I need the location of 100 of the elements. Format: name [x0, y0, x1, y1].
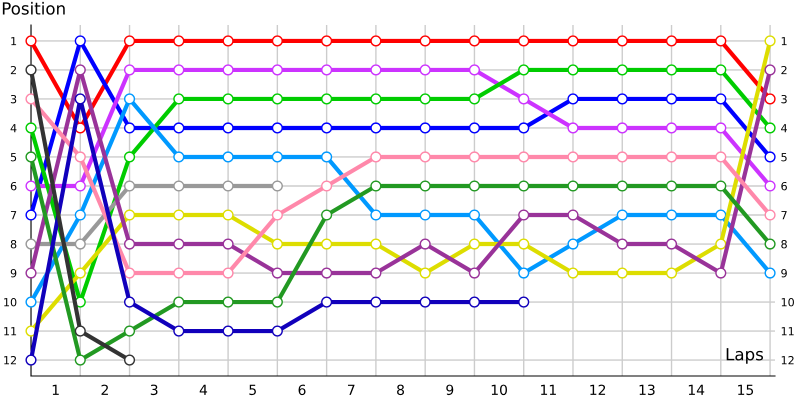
- y2-tick-label: 6: [781, 182, 787, 190]
- point: [173, 35, 184, 47]
- point: [518, 180, 530, 192]
- point: [321, 35, 332, 47]
- point: [567, 64, 579, 76]
- point: [715, 93, 726, 105]
- point: [468, 64, 480, 76]
- point: [124, 325, 136, 337]
- point: [370, 64, 382, 76]
- point: [764, 180, 776, 192]
- point: [420, 180, 431, 192]
- point: [321, 209, 332, 221]
- y-tick-label: 4: [10, 124, 16, 132]
- point: [420, 93, 431, 105]
- point: [173, 238, 184, 250]
- point: [222, 238, 234, 250]
- x-tick-label: 8: [397, 384, 404, 396]
- point: [272, 238, 283, 250]
- x-axis-title: Laps: [726, 348, 764, 364]
- point: [370, 180, 382, 192]
- y-tick-label: 2: [10, 66, 16, 74]
- point: [518, 151, 530, 163]
- point: [567, 180, 579, 192]
- x-tick-label: 9: [446, 384, 454, 396]
- point: [468, 296, 480, 308]
- point: [74, 180, 86, 192]
- y2-tick-label: 2: [781, 66, 787, 74]
- point: [25, 180, 37, 192]
- y-tick-label: 3: [10, 94, 16, 104]
- point: [616, 267, 628, 279]
- point: [518, 35, 530, 47]
- y-tick-label: 5: [10, 153, 16, 162]
- point: [124, 354, 136, 366]
- point: [420, 267, 431, 279]
- point: [666, 93, 678, 105]
- point: [518, 93, 530, 105]
- point: [764, 151, 776, 163]
- point: [74, 209, 86, 221]
- point: [567, 238, 579, 250]
- point: [715, 122, 726, 134]
- point: [25, 267, 37, 279]
- point: [222, 267, 234, 279]
- point: [173, 296, 184, 308]
- point: [666, 35, 678, 47]
- point: [468, 93, 480, 105]
- y2-tick-label: 3: [781, 94, 787, 104]
- x-tick-label: 14: [688, 384, 704, 395]
- point: [321, 296, 332, 308]
- point: [222, 325, 234, 337]
- y2-tick-label: 7: [781, 211, 787, 220]
- point: [764, 238, 776, 250]
- point: [124, 267, 136, 279]
- point: [272, 180, 283, 192]
- point: [616, 209, 628, 221]
- point: [222, 35, 234, 47]
- x-tick-label: 11: [541, 384, 556, 395]
- point: [321, 238, 332, 250]
- point: [173, 151, 184, 163]
- point: [666, 64, 678, 76]
- point: [616, 35, 628, 47]
- point: [321, 180, 332, 192]
- x-tick-label: 13: [640, 384, 655, 396]
- y-tick-label: 8: [10, 240, 16, 248]
- point: [272, 209, 283, 221]
- y2-tick-label: 10: [782, 298, 794, 306]
- point: [321, 151, 332, 163]
- point: [25, 64, 37, 76]
- point: [468, 151, 480, 163]
- y-tick-label: 1: [11, 37, 16, 46]
- y-tick-label: 11: [4, 327, 16, 336]
- point: [25, 238, 37, 250]
- point: [567, 35, 579, 47]
- y2-tick-label: 1: [782, 37, 787, 46]
- y2-tick-label: 12: [782, 356, 794, 364]
- point: [74, 64, 86, 76]
- point: [173, 325, 184, 337]
- point: [173, 180, 184, 192]
- point: [420, 209, 431, 221]
- point: [124, 238, 136, 250]
- point: [764, 64, 776, 76]
- point: [567, 122, 579, 134]
- point: [222, 64, 234, 76]
- point: [272, 93, 283, 105]
- point: [370, 122, 382, 134]
- point: [173, 209, 184, 221]
- point: [173, 64, 184, 76]
- x-tick-label: 10: [492, 384, 507, 396]
- point: [715, 209, 726, 221]
- y2-tick-label: 5: [781, 153, 787, 162]
- point: [272, 35, 283, 47]
- point: [370, 209, 382, 221]
- point: [420, 238, 431, 250]
- point: [715, 238, 726, 250]
- point: [74, 267, 86, 279]
- point: [272, 64, 283, 76]
- point: [616, 151, 628, 163]
- y-axis-title: Position: [2, 2, 65, 15]
- point: [173, 122, 184, 134]
- point: [666, 267, 678, 279]
- point: [468, 209, 480, 221]
